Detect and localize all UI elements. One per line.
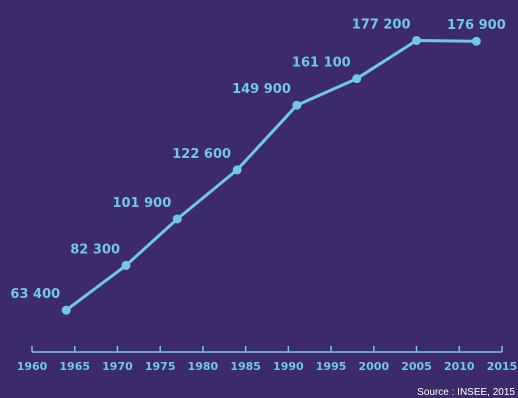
data-point <box>172 214 182 224</box>
data-label: 82 300 <box>70 242 120 257</box>
data-label: 101 900 <box>112 196 171 211</box>
x-tick-label: 2010 <box>444 360 475 373</box>
x-tick-label: 2005 <box>401 360 432 373</box>
x-tick-label: 1970 <box>102 360 133 373</box>
data-label: 149 900 <box>232 82 291 97</box>
data-point <box>292 100 302 110</box>
data-label: 177 200 <box>352 17 411 32</box>
x-tick-label: 1995 <box>316 360 347 373</box>
x-tick-label: 1985 <box>230 360 261 373</box>
x-tick-label: 2015 <box>487 360 518 373</box>
series-line-group <box>64 39 478 312</box>
data-points <box>61 35 481 315</box>
data-point <box>352 74 362 84</box>
data-label: 161 100 <box>292 56 351 71</box>
x-tick-label: 1975 <box>145 360 176 373</box>
x-tick-label: 1980 <box>188 360 219 373</box>
data-label: 122 600 <box>172 147 231 162</box>
data-point <box>232 165 242 175</box>
x-tick-label: 2000 <box>359 360 390 373</box>
data-point <box>412 35 422 45</box>
x-tick-label: 1990 <box>273 360 304 373</box>
x-axis: 1960 1965 1970 1975 1980 1985 1990 1995 2000 2005… <box>17 346 518 373</box>
data-label: 176 900 <box>447 18 506 33</box>
series-line <box>64 39 478 312</box>
data-label: 63 400 <box>10 287 60 302</box>
x-tick-label: 1960 <box>17 360 48 373</box>
data-point <box>471 36 481 46</box>
x-tick-label: 1965 <box>59 360 90 373</box>
source-note: Source : INSEE, 2015 <box>417 387 515 398</box>
data-point <box>61 305 71 315</box>
data-point <box>121 260 131 270</box>
